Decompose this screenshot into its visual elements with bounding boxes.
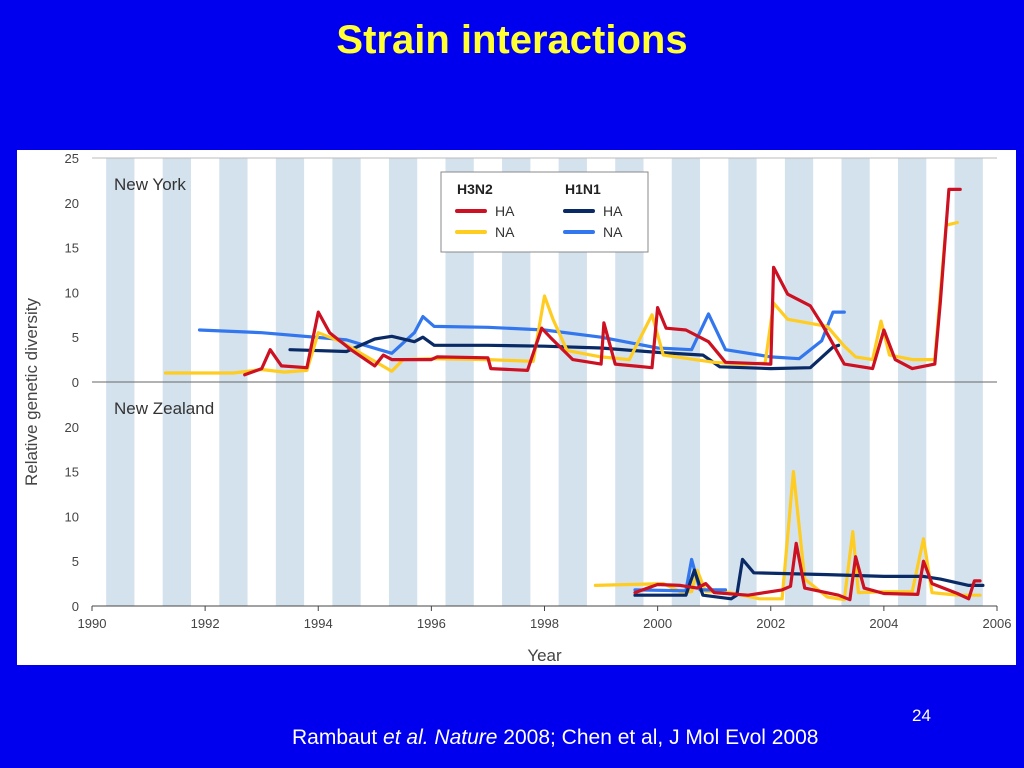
legend-entry-label: NA xyxy=(495,224,515,240)
panel-name: New York xyxy=(114,175,186,194)
series-line-h1n1-na xyxy=(197,310,846,361)
y-tick-label: 20 xyxy=(65,420,79,435)
y-tick-label: 5 xyxy=(72,554,79,569)
slide-title: Strain interactions xyxy=(336,18,688,62)
y-axis-label: Relative genetic diversity xyxy=(22,297,41,486)
y-tick-label: 25 xyxy=(65,151,79,166)
y-tick-label: 15 xyxy=(65,465,79,480)
series-layer xyxy=(163,187,985,602)
legend-entry-label: NA xyxy=(603,224,623,240)
series-line-h3n2-ha xyxy=(633,541,982,602)
slide-number: 24 xyxy=(912,706,931,725)
y-tick-label: 10 xyxy=(65,509,79,524)
x-tick-label: 1992 xyxy=(191,616,220,631)
series-line-h3n2-ha xyxy=(243,187,962,377)
legend-entry-label: HA xyxy=(495,203,515,219)
citation: Rambaut et al. Nature 2008; Chen et al, … xyxy=(292,726,818,750)
legend-group-title: H1N1 xyxy=(565,181,601,197)
labels-layer: New York New Zealand Year Relative genetic … xyxy=(22,175,562,665)
y-tick-label: 10 xyxy=(65,285,79,300)
x-tick-label: 1990 xyxy=(78,616,107,631)
y-tick-label: 0 xyxy=(72,375,79,390)
x-tick-label: 1996 xyxy=(417,616,446,631)
x-tick-label: 2004 xyxy=(869,616,898,631)
x-tick-label: 2002 xyxy=(756,616,785,631)
series-line-h1n1-ha xyxy=(288,334,841,371)
y-tick-label: 15 xyxy=(65,241,79,256)
chart-panel: 0 5 10 15 20 25 0 5 10 15 20 1990 1992 1994 1996 1998 20… xyxy=(17,150,1016,665)
series-line-h1n1-ha xyxy=(633,557,985,601)
axes-layer: 0 5 10 15 20 25 0 5 10 15 20 1990 1992 1994 1996 1998 20… xyxy=(65,151,1012,631)
x-tick-label: 2000 xyxy=(643,616,672,631)
series-line-h3n2-na xyxy=(163,220,959,375)
citation-etal: et al. xyxy=(383,726,429,749)
y-tick-label: 5 xyxy=(72,330,79,345)
diversity-chart: 0 5 10 15 20 25 0 5 10 15 20 1990 1992 1994 1996 1998 20… xyxy=(22,151,1012,665)
x-tick-label: 1994 xyxy=(304,616,333,631)
citation-journal: Nature xyxy=(428,726,498,749)
y-tick-label: 0 xyxy=(72,599,79,614)
citation-author: Rambaut xyxy=(292,726,384,749)
x-axis-label: Year xyxy=(527,646,562,665)
panel-name: New Zealand xyxy=(114,399,214,418)
citation-rest: 2008; Chen et al, J Mol Evol 2008 xyxy=(497,726,819,749)
legend-group-title: H3N2 xyxy=(457,181,493,197)
x-tick-label: 1998 xyxy=(530,616,559,631)
legend-entry-label: HA xyxy=(603,203,623,219)
series-line-h1n1-na xyxy=(633,557,728,593)
x-tick-label: 2006 xyxy=(983,616,1012,631)
y-tick-label: 20 xyxy=(65,196,79,211)
